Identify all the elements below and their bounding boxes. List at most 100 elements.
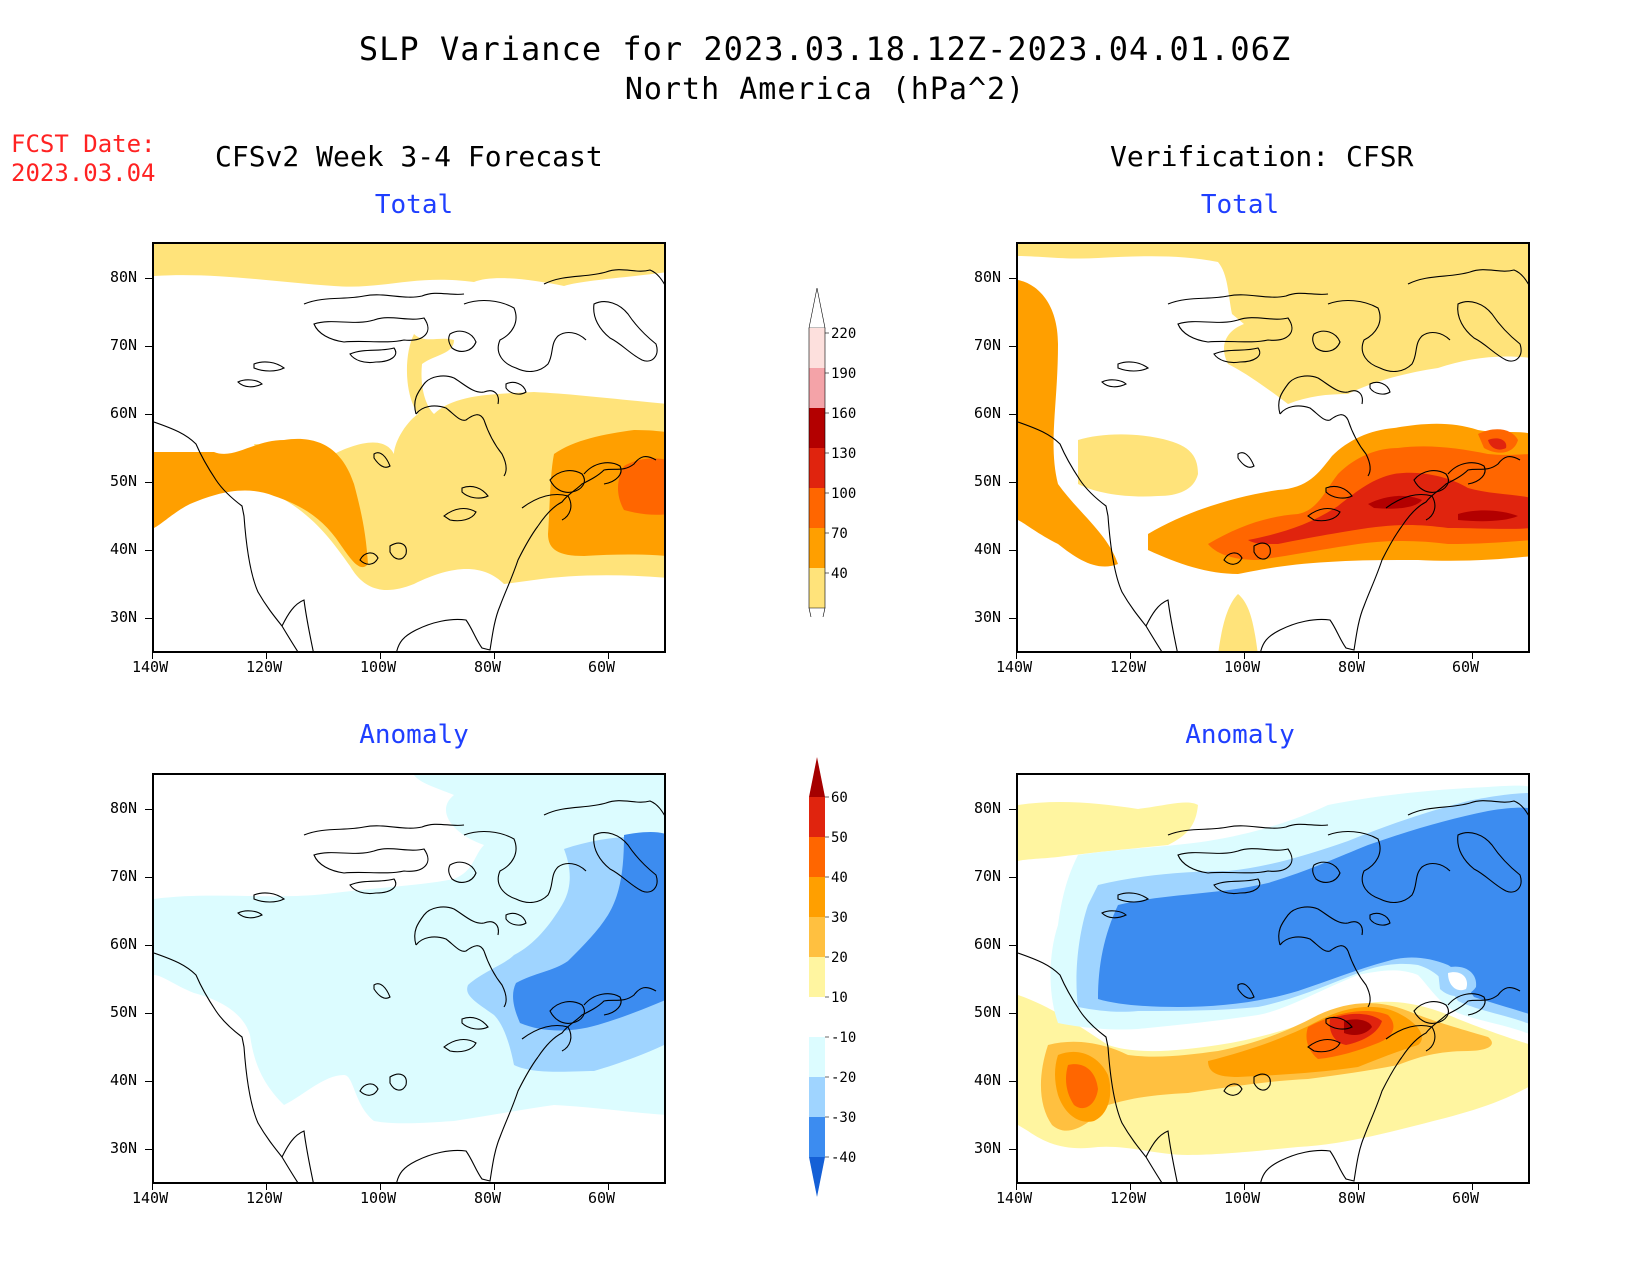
lon-tick-label: 80W bbox=[474, 1189, 502, 1207]
forecast-total-map bbox=[152, 242, 666, 653]
lat-tick-mark bbox=[1009, 877, 1016, 878]
lat-tick-label: 80N bbox=[110, 799, 138, 817]
coastline bbox=[593, 832, 658, 893]
coastline bbox=[1312, 861, 1341, 883]
colorbar-segment bbox=[809, 528, 825, 568]
coastline bbox=[448, 861, 477, 883]
colorbar-segment bbox=[809, 448, 825, 488]
colorbar-segment bbox=[809, 837, 825, 877]
coastline bbox=[537, 455, 657, 527]
lat-tick-label: 40N bbox=[974, 1071, 1002, 1089]
coastline bbox=[281, 1130, 314, 1182]
coastline bbox=[1312, 330, 1341, 352]
lon-tick-mark bbox=[1130, 1184, 1131, 1190]
lat-tick-mark bbox=[1009, 1013, 1016, 1014]
coastline bbox=[359, 552, 379, 565]
lat-tick-mark bbox=[1009, 550, 1016, 551]
lat-tick-mark bbox=[145, 414, 152, 415]
lon-tick-label: 100W bbox=[360, 1189, 397, 1207]
lat-tick-mark bbox=[1009, 414, 1016, 415]
lat-tick-mark bbox=[145, 809, 152, 810]
coastline bbox=[549, 1001, 585, 1024]
forecast-total-title: Total bbox=[374, 190, 454, 220]
fcst-date-label: FCST Date: bbox=[11, 130, 156, 158]
coastline bbox=[583, 462, 622, 485]
lon-tick-label: 140W bbox=[132, 658, 169, 676]
verification-total-title: Total bbox=[1200, 190, 1280, 220]
lat-tick-label: 40N bbox=[974, 540, 1002, 558]
shaded-region bbox=[618, 458, 664, 515]
forecast-anomaly-title: Anomaly bbox=[359, 720, 469, 750]
coastline bbox=[1279, 936, 1371, 1008]
coastline bbox=[1447, 462, 1486, 485]
colorbar-segment bbox=[809, 368, 825, 408]
colorbar-label: 40 bbox=[831, 870, 848, 886]
lat-tick-mark bbox=[1009, 278, 1016, 279]
colorbar-segment bbox=[809, 917, 825, 957]
colorbar-segment bbox=[809, 568, 825, 608]
lat-tick-label: 80N bbox=[974, 799, 1002, 817]
coastline bbox=[1457, 301, 1522, 362]
coastline bbox=[1223, 1083, 1243, 1096]
coastline bbox=[1325, 485, 1353, 499]
lon-tick-mark bbox=[380, 1184, 381, 1190]
colorbar-label: 30 bbox=[831, 910, 848, 926]
lat-tick-label: 80N bbox=[110, 268, 138, 286]
lon-tick-mark bbox=[1016, 653, 1017, 659]
lon-tick-label: 140W bbox=[132, 1189, 169, 1207]
lon-tick-label: 120W bbox=[246, 658, 283, 676]
coastline bbox=[1237, 452, 1255, 468]
coastline bbox=[237, 379, 263, 388]
coastline bbox=[1145, 599, 1178, 651]
lat-tick-label: 70N bbox=[110, 336, 138, 354]
colorbar-segment bbox=[809, 877, 825, 917]
coastline bbox=[1101, 910, 1127, 919]
coastline bbox=[448, 330, 477, 352]
coastline bbox=[253, 361, 286, 372]
coastline bbox=[303, 823, 465, 836]
coastline bbox=[1260, 1056, 1403, 1182]
coastline bbox=[1167, 292, 1329, 305]
colorbar-segment bbox=[809, 1077, 825, 1117]
lat-tick-mark bbox=[145, 346, 152, 347]
shaded-region bbox=[1344, 1019, 1372, 1035]
coastline bbox=[543, 269, 664, 285]
lon-tick-mark bbox=[152, 1184, 153, 1190]
lat-tick-label: 30N bbox=[110, 1139, 138, 1157]
lat-tick-label: 50N bbox=[110, 1003, 138, 1021]
coastline bbox=[1457, 832, 1522, 893]
coastline bbox=[1253, 1073, 1271, 1091]
lon-tick-label: 120W bbox=[1110, 658, 1147, 676]
coastline bbox=[1407, 269, 1528, 285]
lon-tick-mark bbox=[152, 653, 153, 659]
coastline bbox=[1260, 525, 1403, 651]
verification-anomaly-title: Anomaly bbox=[1185, 720, 1295, 750]
lon-tick-mark bbox=[1472, 1184, 1473, 1190]
lon-tick-label: 60W bbox=[1452, 658, 1480, 676]
lon-tick-mark bbox=[608, 1184, 609, 1190]
colorbar-label: 70 bbox=[831, 526, 848, 542]
coastline bbox=[1401, 455, 1521, 527]
verification-total-map bbox=[1016, 242, 1530, 653]
coastline bbox=[389, 1073, 407, 1091]
lat-tick-label: 50N bbox=[110, 472, 138, 490]
lat-tick-label: 30N bbox=[974, 608, 1002, 626]
colorbar-label: 220 bbox=[831, 326, 856, 342]
colorbar-arrow-top bbox=[808, 287, 826, 329]
lon-tick-mark bbox=[494, 1184, 495, 1190]
coastline bbox=[1325, 1016, 1353, 1030]
coastline bbox=[461, 1016, 489, 1030]
coastline bbox=[463, 299, 587, 373]
lon-tick-label: 80W bbox=[1338, 1189, 1366, 1207]
coastline bbox=[313, 848, 429, 874]
coastline bbox=[1447, 993, 1486, 1016]
coastline bbox=[463, 830, 587, 904]
coastline bbox=[1177, 317, 1293, 343]
coastline bbox=[443, 507, 477, 522]
coastline bbox=[461, 485, 489, 499]
lon-tick-label: 60W bbox=[588, 1189, 616, 1207]
coastline bbox=[237, 910, 263, 919]
lon-tick-label: 140W bbox=[996, 658, 1033, 676]
colorbar-label: -20 bbox=[831, 1070, 856, 1086]
colorbar-label: 40 bbox=[831, 566, 848, 582]
